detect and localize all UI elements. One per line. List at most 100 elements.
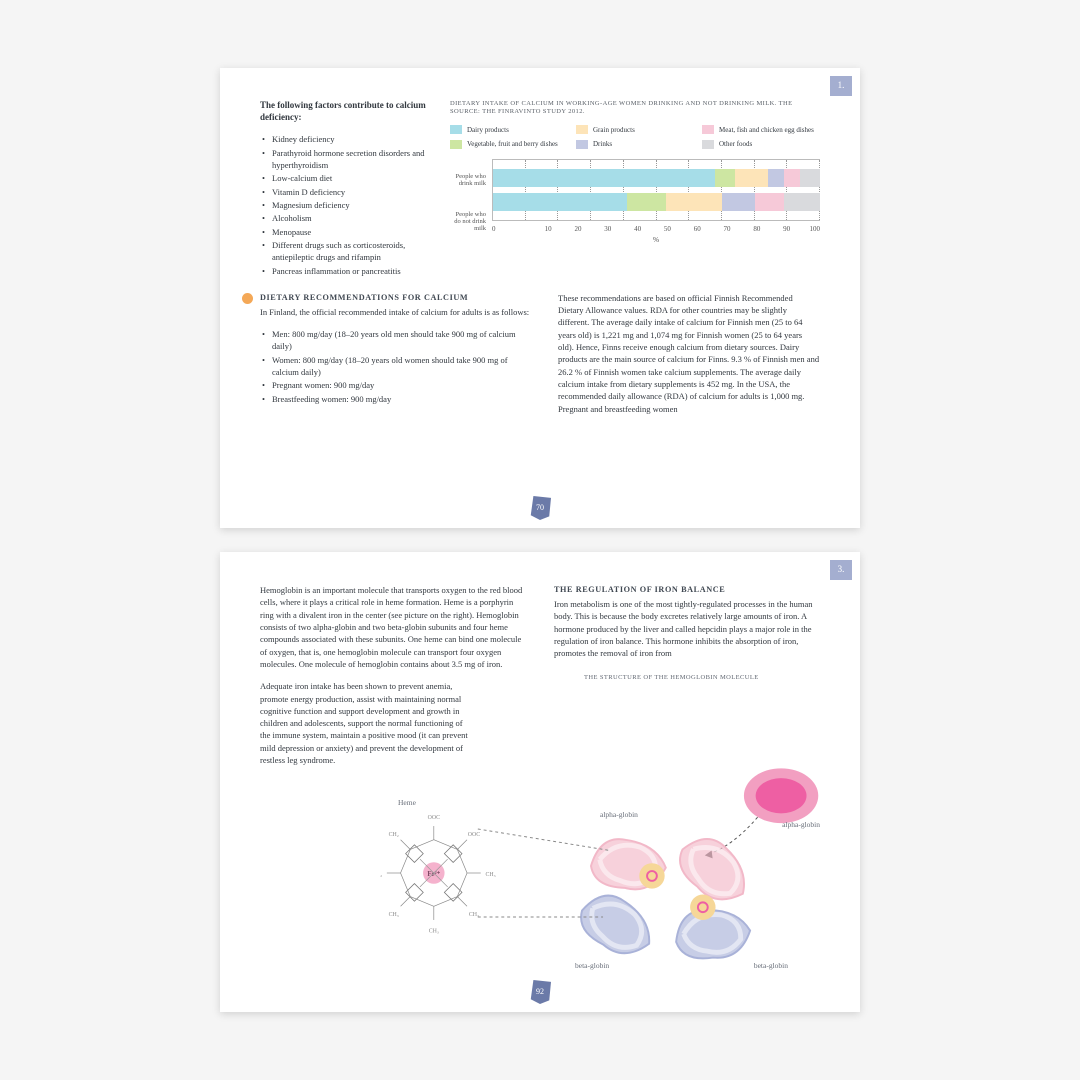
legend-label: Meat, fish and chicken egg dishes [719, 125, 814, 135]
recommendations-list: Men: 800 mg/day (18–20 years old men sho… [260, 328, 530, 405]
page-number: 92 [529, 980, 551, 1004]
legend-item: Grain products [576, 125, 694, 135]
factor-item: Parathyroid hormone secretion disorders … [262, 147, 430, 172]
row-label: People who drink milk [450, 173, 486, 187]
iron-balance-heading: THE REGULATION OF IRON BALANCE [554, 584, 820, 596]
row-label: People who do not drink milk [450, 211, 486, 232]
x-tick: 0 [492, 224, 522, 234]
legend-item: Dairy products [450, 125, 568, 135]
page-2: 3. Hemoglobin is an important molecule t… [220, 552, 860, 1012]
bar-segment [493, 193, 627, 211]
factor-item: Different drugs such as corticosteroids,… [262, 239, 430, 264]
recommendations-column: DIETARY RECOMMENDATIONS FOR CALCIUM In F… [260, 292, 530, 415]
factor-item: Alcoholism [262, 212, 430, 224]
legend-item: Meat, fish and chicken egg dishes [702, 125, 820, 135]
page2-columns: Hemoglobin is an important molecule that… [260, 584, 820, 776]
bar-segment [493, 169, 715, 187]
diagram-title: THE STRUCTURE OF THE HEMOGLOBIN MOLECULE [584, 673, 820, 682]
bar-segment [735, 169, 768, 187]
chart-title: DIETARY INTAKE OF CALCIUM IN WORKING-AGE… [450, 100, 820, 117]
bar-segment [722, 193, 755, 211]
page-number-badge: 92 [529, 980, 551, 1004]
hemoglobin-para-1: Hemoglobin is an important molecule that… [260, 584, 526, 670]
legend-label: Dairy products [467, 125, 509, 135]
svg-text:OOC: OOC [468, 832, 480, 838]
page-1: 1. The following factors contribute to c… [220, 68, 860, 528]
heme-label: Heme [398, 798, 416, 809]
hemoglobin-para-2: Adequate iron intake has been shown to p… [260, 680, 470, 766]
svg-text:OOC: OOC [428, 815, 440, 821]
x-tick: 30 [581, 224, 611, 234]
x-tick: 70 [701, 224, 731, 234]
factors-title: The following factors contribute to calc… [260, 100, 430, 123]
bar-segment [784, 169, 800, 187]
svg-text:CH₂: CH₂ [389, 832, 399, 838]
x-tick: 10 [522, 224, 552, 234]
iron-balance-para: Iron metabolism is one of the most tight… [554, 598, 820, 660]
factor-item: Magnesium deficiency [262, 199, 430, 211]
legend-swatch [702, 140, 714, 149]
svg-text:CH₃: CH₃ [469, 912, 479, 918]
svg-text:CH₂: CH₂ [380, 872, 382, 878]
bar-segment [800, 169, 820, 187]
legend-swatch [702, 125, 714, 134]
x-tick: 80 [731, 224, 761, 234]
recommendations-heading: DIETARY RECOMMENDATIONS FOR CALCIUM [260, 292, 530, 304]
hemoglobin-svg: CH₃CH₃CH₃CH₃CH₂CH₂OOCOOCFe²⁺ [380, 768, 830, 978]
alpha-globin-label-right: alpha-globin [782, 820, 820, 831]
legend-label: Other foods [719, 139, 752, 149]
page1-bottom-row: DIETARY RECOMMENDATIONS FOR CALCIUM In F… [260, 292, 820, 415]
x-tick: 40 [611, 224, 641, 234]
x-tick: 50 [641, 224, 671, 234]
bar-segment [755, 193, 784, 211]
legend-swatch [576, 140, 588, 149]
bar-segment [715, 169, 735, 187]
page2-right-column: THE REGULATION OF IRON BALANCE Iron meta… [554, 584, 820, 776]
svg-text:CH₃: CH₃ [485, 872, 495, 878]
factor-item: Vitamin D deficiency [262, 186, 430, 198]
recommendation-item: Breastfeeding women: 900 mg/day [262, 393, 530, 405]
factor-item: Kidney deficiency [262, 133, 430, 145]
page2-left-column: Hemoglobin is an important molecule that… [260, 584, 526, 776]
page-tab: 3. [830, 560, 852, 580]
svg-text:CH₃: CH₃ [429, 929, 439, 935]
factor-item: Low-calcium diet [262, 172, 430, 184]
legend-item: Other foods [702, 139, 820, 149]
chart-x-label: % [492, 235, 820, 246]
page-number: 70 [529, 496, 551, 520]
alpha-globin-label-left: alpha-globin [600, 810, 638, 821]
bar-segment [666, 193, 722, 211]
beta-globin-label-left: beta-globin [575, 961, 609, 972]
chart-area: 0102030405060708090100 % [492, 159, 820, 246]
factor-item: Pancreas inflammation or pancreatitis [262, 265, 430, 277]
chart-x-axis: 0102030405060708090100 [492, 224, 820, 234]
legend-label: Grain products [593, 125, 635, 135]
x-tick: 60 [671, 224, 701, 234]
chart-row-labels: People who drink milk People who do not d… [450, 159, 486, 246]
beta-globin-label-right: beta-globin [754, 961, 788, 972]
recommendation-item: Pregnant women: 900 mg/day [262, 379, 530, 391]
factor-item: Menopause [262, 226, 430, 238]
stacked-bar [493, 193, 820, 211]
factors-column: The following factors contribute to calc… [260, 100, 430, 278]
svg-text:CH₃: CH₃ [389, 912, 399, 918]
recommendation-item: Women: 800 mg/day (18–20 years old women… [262, 354, 530, 379]
x-tick: 100 [790, 224, 820, 234]
legend-swatch [576, 125, 588, 134]
legend-swatch [450, 140, 462, 149]
recommendation-item: Men: 800 mg/day (18–20 years old men sho… [262, 328, 530, 353]
page1-top-row: The following factors contribute to calc… [260, 100, 820, 278]
hemoglobin-diagram: CH₃CH₃CH₃CH₃CH₂CH₂OOCOOCFe²⁺ Heme alpha-… [380, 768, 830, 978]
x-tick: 20 [552, 224, 582, 234]
page-number-badge: 70 [529, 496, 551, 520]
recommendations-intro: In Finland, the official recommended int… [260, 306, 530, 318]
chart-column: DIETARY INTAKE OF CALCIUM IN WORKING-AGE… [450, 100, 820, 278]
legend-swatch [450, 125, 462, 134]
chart-wrap: People who drink milk People who do not d… [450, 159, 820, 246]
stacked-bar [493, 169, 820, 187]
legend-item: Vegetable, fruit and berry dishes [450, 139, 568, 149]
legend-item: Drinks [576, 139, 694, 149]
bar-segment [768, 169, 784, 187]
x-tick: 90 [760, 224, 790, 234]
chart-box [492, 159, 820, 221]
